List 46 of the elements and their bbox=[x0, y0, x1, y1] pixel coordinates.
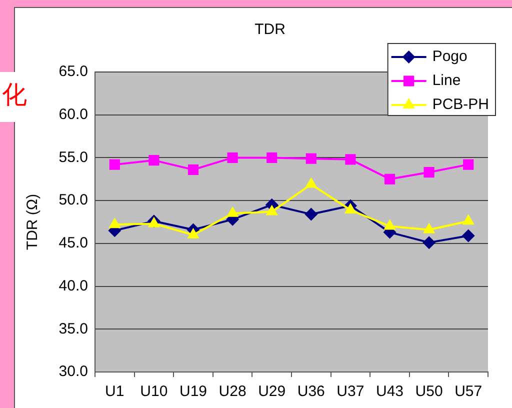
point bbox=[305, 177, 318, 188]
point bbox=[148, 154, 160, 166]
x-tick-label: U50 bbox=[415, 383, 443, 400]
point bbox=[306, 153, 316, 164]
point bbox=[345, 154, 356, 165]
point bbox=[422, 222, 436, 234]
point bbox=[384, 174, 396, 184]
x-tick-label: U28 bbox=[218, 383, 246, 400]
x-tick-label: U57 bbox=[454, 383, 482, 400]
x-tick-label: U10 bbox=[140, 383, 168, 400]
y-tick-label: 30.0 bbox=[58, 363, 88, 380]
point bbox=[463, 159, 474, 170]
y-tick-label: 45.0 bbox=[58, 234, 88, 252]
legend-label: PCB-PH bbox=[432, 96, 490, 114]
point bbox=[304, 208, 318, 221]
point bbox=[188, 164, 199, 176]
point bbox=[424, 166, 434, 178]
y-axis-title: TDR (Ω) bbox=[24, 194, 42, 250]
y-tick-label: 50.0 bbox=[58, 192, 88, 209]
x-tick-label: U29 bbox=[258, 383, 286, 400]
y-tick-label: 60.0 bbox=[58, 106, 88, 123]
chart-title: TDR bbox=[254, 21, 286, 38]
point bbox=[422, 236, 436, 250]
point bbox=[344, 203, 357, 214]
point bbox=[462, 229, 475, 242]
x-tick-label: U37 bbox=[336, 383, 364, 400]
point bbox=[108, 218, 121, 228]
y-tick-label: 55.0 bbox=[58, 148, 88, 166]
y-tick-label: 65.0 bbox=[58, 63, 88, 80]
point bbox=[266, 204, 278, 216]
point bbox=[226, 206, 239, 217]
legend-label: Pogo bbox=[432, 48, 468, 66]
x-tick-label: U19 bbox=[179, 383, 208, 400]
y-tick-label: 35.0 bbox=[58, 320, 88, 338]
point bbox=[462, 214, 474, 225]
legend-label: Line bbox=[432, 72, 461, 90]
point bbox=[187, 228, 200, 238]
text: 化 bbox=[0, 72, 29, 122]
x-tick-label: U43 bbox=[376, 383, 404, 400]
x-tick-label: U1 bbox=[105, 383, 124, 400]
x-tick-label: U36 bbox=[297, 383, 325, 400]
point bbox=[109, 159, 120, 170]
point bbox=[266, 152, 278, 164]
point bbox=[384, 219, 396, 230]
point bbox=[227, 152, 238, 164]
y-tick-label: 40.0 bbox=[58, 277, 88, 294]
